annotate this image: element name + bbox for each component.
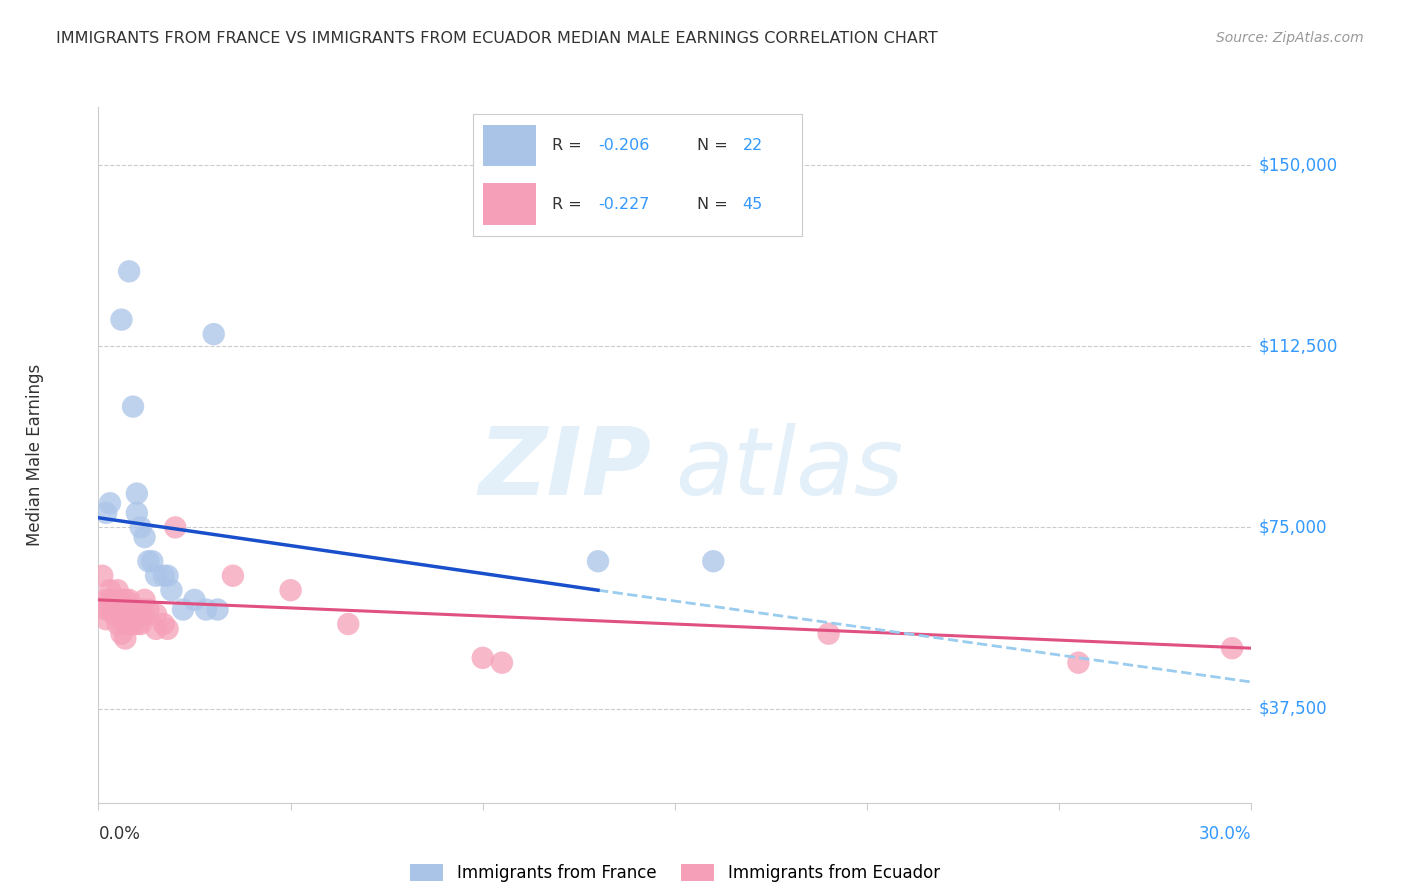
Point (110, 626, 132, 640)
Point (107, 583, 129, 598)
Point (586, 554, 609, 568)
Point (1220, 641, 1243, 656)
Point (160, 583, 183, 598)
Text: $150,000: $150,000 (1258, 156, 1337, 174)
Point (129, 602, 152, 616)
Point (195, 602, 218, 616)
Point (125, 617, 148, 632)
Point (122, 602, 145, 616)
Legend: Immigrants from France, Immigrants from Ecuador: Immigrants from France, Immigrants from … (404, 857, 946, 888)
Point (141, 554, 163, 568)
Point (110, 592, 132, 607)
Point (129, 520, 152, 534)
Point (98, 583, 121, 598)
Point (1067, 656, 1090, 670)
Point (122, 617, 145, 632)
Point (114, 592, 136, 607)
Point (125, 486, 148, 500)
Point (94, 506, 117, 520)
Point (91, 568, 114, 582)
Point (118, 602, 141, 616)
Point (172, 602, 194, 616)
Point (134, 530, 156, 544)
Point (122, 400, 145, 414)
Text: 30.0%: 30.0% (1199, 825, 1251, 843)
Point (118, 264, 141, 278)
Point (491, 656, 513, 670)
Text: Median Male Earnings: Median Male Earnings (25, 364, 44, 546)
Point (134, 592, 156, 607)
Point (114, 617, 136, 632)
Point (94, 602, 117, 616)
Point (702, 554, 724, 568)
Point (207, 602, 229, 616)
Point (280, 583, 302, 598)
Point (103, 592, 125, 607)
Text: $37,500: $37,500 (1258, 699, 1327, 717)
Point (337, 617, 360, 632)
Text: ZIP: ZIP (479, 423, 652, 515)
Point (202, 327, 225, 342)
Point (145, 568, 167, 582)
Point (94, 592, 117, 607)
Point (152, 617, 174, 632)
Point (471, 651, 494, 665)
Point (107, 617, 129, 632)
Point (110, 612, 132, 626)
Point (165, 520, 187, 534)
Point (183, 592, 205, 607)
Text: IMMIGRANTS FROM FRANCE VS IMMIGRANTS FROM ECUADOR MEDIAN MALE EARNINGS CORRELATI: IMMIGRANTS FROM FRANCE VS IMMIGRANTS FRO… (56, 31, 938, 46)
Point (152, 568, 174, 582)
Point (110, 602, 132, 616)
Point (98, 602, 121, 616)
Text: atlas: atlas (675, 424, 903, 515)
Point (125, 602, 148, 616)
Point (114, 602, 136, 616)
Point (94, 612, 117, 626)
Point (110, 312, 132, 326)
Point (156, 622, 179, 636)
Point (107, 602, 129, 616)
Point (98, 592, 121, 607)
Point (114, 632, 136, 646)
Text: 0.0%: 0.0% (98, 825, 141, 843)
Point (138, 602, 160, 616)
Point (129, 617, 152, 632)
Point (138, 554, 160, 568)
Point (817, 626, 839, 640)
Point (145, 607, 167, 622)
Point (118, 592, 141, 607)
Text: $75,000: $75,000 (1258, 518, 1327, 536)
Point (118, 617, 141, 632)
Point (134, 607, 156, 622)
Point (145, 622, 167, 636)
Point (98, 496, 121, 510)
Text: Source: ZipAtlas.com: Source: ZipAtlas.com (1216, 31, 1364, 45)
Point (156, 568, 179, 582)
Text: $112,500: $112,500 (1258, 337, 1337, 355)
Point (103, 607, 125, 622)
Point (222, 568, 245, 582)
Point (125, 506, 148, 520)
